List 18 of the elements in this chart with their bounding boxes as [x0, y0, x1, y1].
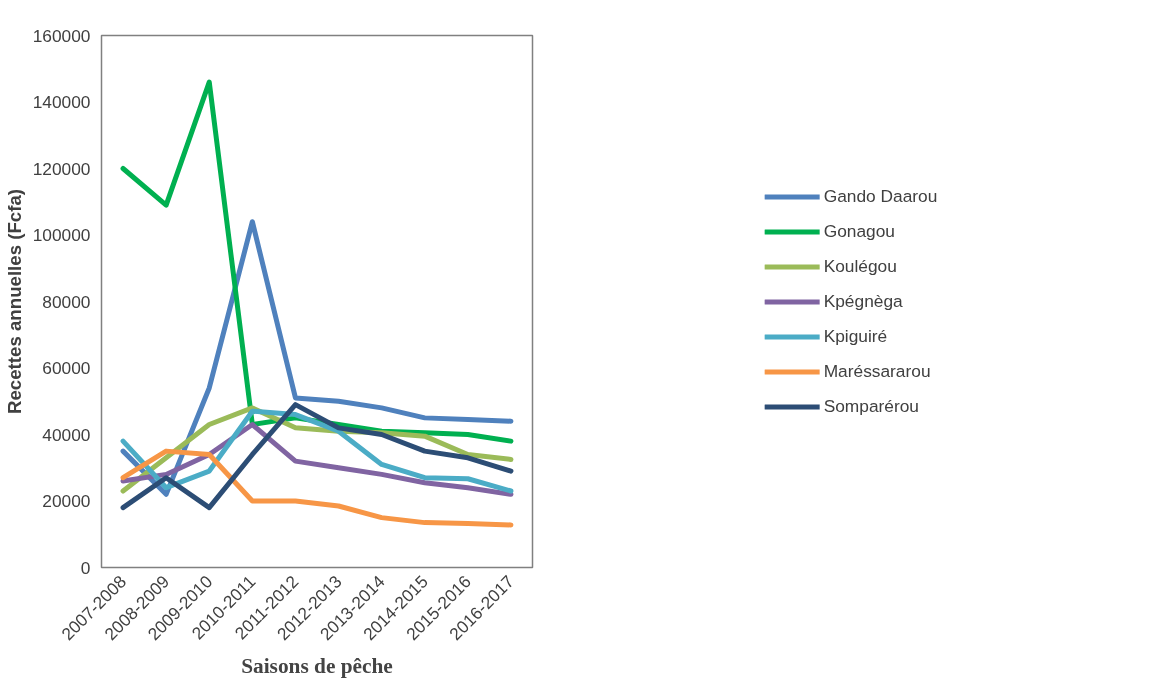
y-tick-label: 60000	[42, 358, 91, 378]
legend-label: Somparérou	[823, 395, 920, 417]
y-tick-label: 0	[80, 557, 91, 578]
y-axis-title: Recettes annuelles (Fcfa)	[3, 188, 25, 414]
legend-label: Koulégou	[823, 255, 897, 277]
legend-label: Gando Daarou	[823, 185, 938, 207]
y-tick-label: 80000	[42, 291, 91, 312]
legend-label: Maréssararou	[823, 360, 931, 382]
y-tick-label: 120000	[32, 158, 91, 179]
y-tick-label: 100000	[32, 225, 91, 245]
y-tick-label: 20000	[42, 491, 91, 511]
y-tick-label: 40000	[42, 424, 91, 445]
legend-label: Gonagou	[823, 220, 895, 242]
legend-label: Kpégnèga	[823, 290, 903, 312]
legend-label: Kpiguiré	[823, 325, 888, 347]
y-tick-label: 160000	[32, 25, 91, 46]
y-tick-label: 140000	[32, 92, 91, 112]
x-axis-title: Saisons de pêche	[241, 653, 393, 678]
